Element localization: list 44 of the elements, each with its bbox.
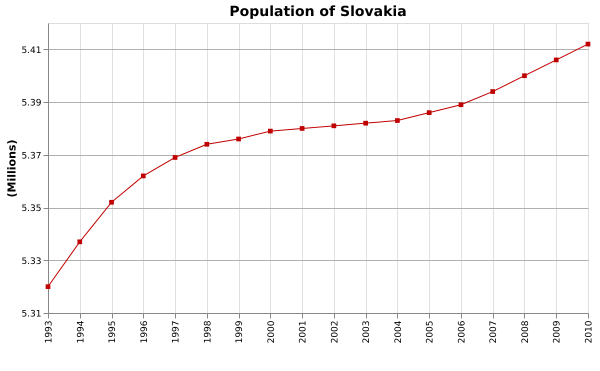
point [300,126,304,131]
x-tick-label: 2008 [520,320,531,344]
x-tick-label: 2001 [298,320,309,344]
y-tick-label: 5.33 [21,256,42,267]
x-tick-label: 2009 [552,320,563,344]
y-axis-title: (Millions) [5,139,18,198]
point [109,200,114,205]
x-tick-label: 2005 [426,320,436,344]
y-tick-label: 5.31 [21,310,42,320]
x-tick-label: 2000 [266,320,277,344]
x-tick-label: 1993 [44,320,54,344]
point [522,73,527,78]
y-tick-label: 5.37 [21,151,42,162]
x-tick-label: 2003 [362,320,372,344]
x-tick-label: 2006 [457,320,468,344]
point [268,128,273,134]
point [458,102,464,108]
point [363,120,368,126]
point [172,155,178,160]
x-tick-label: 2007 [489,320,500,344]
point [554,58,559,62]
x-tick-label: 1997 [172,320,182,344]
x-tick-label: 1999 [235,320,246,344]
x-tick-label: 1998 [203,320,214,344]
point [395,118,400,123]
x-tick-label: 1994 [76,320,86,344]
point [77,239,82,244]
y-tick-label: 5.39 [21,98,42,109]
point [236,136,241,142]
point [490,89,496,94]
point [204,142,210,147]
x-tick-label: 1995 [108,320,118,344]
point [46,284,50,289]
y-tick-label: 5.41 [21,46,42,56]
point [332,123,336,128]
x-tick-label: 1996 [140,320,150,344]
y-tick-label: 5.35 [21,204,42,214]
point [426,110,432,115]
point [140,174,146,178]
chart-title: Population of Slovakia [229,4,407,20]
point [586,42,590,46]
x-tick-label: 2002 [330,320,340,344]
x-tick-label: 2010 [584,320,594,344]
x-tick-label: 2004 [394,320,404,344]
